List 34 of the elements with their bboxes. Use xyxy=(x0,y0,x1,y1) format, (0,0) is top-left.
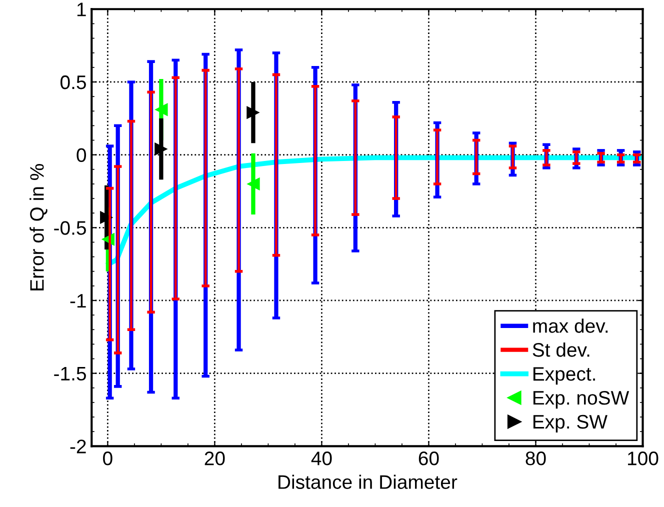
bar xyxy=(108,188,111,340)
bar xyxy=(275,74,278,256)
point xyxy=(154,103,168,116)
legend-label: St dev. xyxy=(532,342,590,357)
bar xyxy=(512,146,514,168)
bar xyxy=(238,68,240,272)
y-tick-label: -1 xyxy=(70,294,86,308)
x-tick-label: 0 xyxy=(103,452,112,466)
x-tick-label: 100 xyxy=(628,452,658,466)
point xyxy=(246,177,260,191)
legend-label: Expect. xyxy=(533,367,595,385)
legend-label: max dev. xyxy=(533,318,608,333)
legend-label: Exp. SW xyxy=(533,414,608,433)
bar xyxy=(116,166,119,353)
bar xyxy=(475,140,478,174)
x-tick-label: 60 xyxy=(418,452,439,466)
y-tick-label: -1.5 xyxy=(54,366,86,381)
bar xyxy=(436,130,438,184)
x-tick-label: 80 xyxy=(526,452,546,466)
x-tick-label: 20 xyxy=(204,452,225,466)
y-axis-title: Error of Q in % xyxy=(30,164,48,290)
point xyxy=(246,106,260,120)
bar xyxy=(314,86,316,235)
y-tick-label: 0 xyxy=(76,148,86,162)
y-tick-label: -0.5 xyxy=(54,221,86,235)
y-tick-label: 0.5 xyxy=(60,75,86,90)
legend-label: Exp. noSW xyxy=(533,390,630,409)
y-tick-label: -2 xyxy=(70,440,86,454)
y-tick-label: 1 xyxy=(77,2,86,16)
bar xyxy=(174,78,177,300)
x-tick-label: 40 xyxy=(311,452,332,466)
bar xyxy=(130,121,132,330)
x-axis-title: Distance in Diameter xyxy=(278,474,458,489)
point xyxy=(154,142,168,156)
